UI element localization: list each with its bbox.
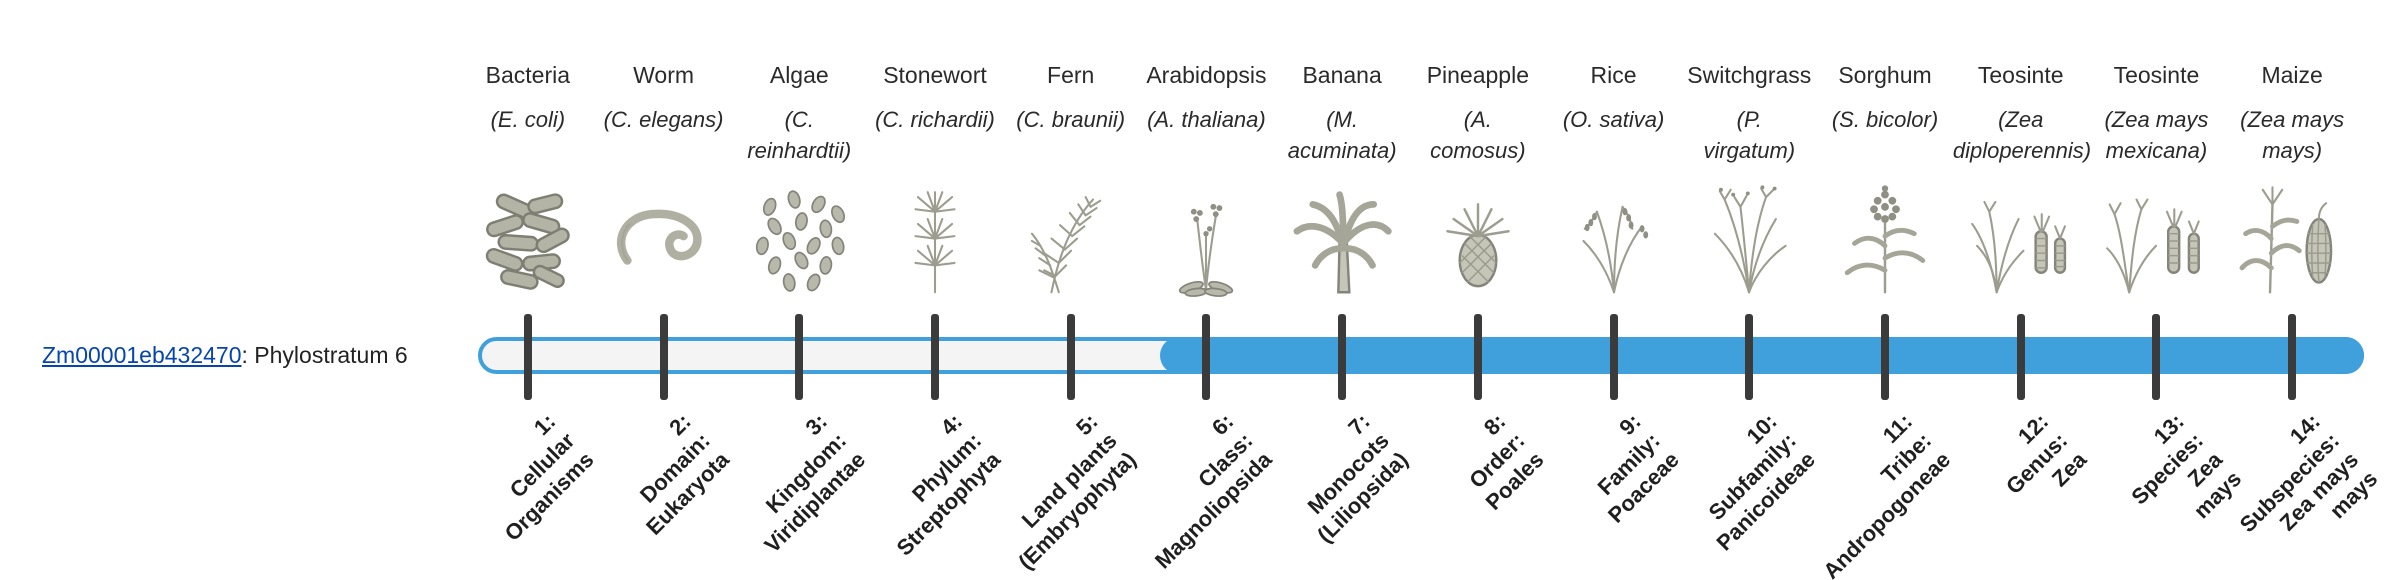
teosinte-mexicana-icon (2086, 176, 2226, 302)
stratum-column-2: Worm (C. elegans) 2: Domain: Eukaryota (594, 0, 735, 580)
gene-link[interactable]: Zm00001eb432470 (42, 342, 242, 368)
phylostratum-tick (2016, 314, 2025, 400)
phylostratum-tick (523, 314, 532, 400)
stratum-column-9: Rice (O. sativa) (1544, 0, 1685, 580)
phylostratum-label: 12: Genus: Zea (2000, 408, 2092, 500)
stratum-column-7: Banana (M. acuminata) 7: (1272, 0, 1413, 580)
phylostratum-tick (1202, 314, 1211, 400)
organism-common-name: Bacteria (485, 62, 571, 88)
rice-icon (1544, 176, 1684, 302)
pineapple-icon (1408, 176, 1548, 302)
stratum-column-13: Teosinte (Zea mays mexicana) (2086, 0, 2246, 580)
phylostratum-tick (1880, 314, 1889, 400)
phylostratum-tick (1473, 314, 1482, 400)
organism-common-name: Switchgrass (1687, 62, 1812, 88)
organism-scientific-name: (O. sativa) (1562, 107, 1665, 132)
stratum-column-6: Arabidopsis (A. thaliana) (1136, 0, 1277, 580)
organism-scientific-name: (P. virgatum) (1703, 107, 1796, 163)
algae-icon (729, 176, 869, 302)
arabidopsis-icon (1136, 176, 1276, 302)
organism-scientific-name: (E. coli) (490, 107, 566, 132)
stratum-column-10: Switchgrass (P. virgatum) (1679, 0, 1820, 580)
organism-scientific-name: (C. reinhardtii) (747, 107, 852, 163)
switchgrass-icon (1679, 176, 1819, 302)
stratum-column-14: Maize (Zea mays mays) (2222, 0, 2382, 580)
organism-common-name: Pineapple (1426, 62, 1529, 88)
stratum-column-12: Teosinte (Zea diploperennis) (1951, 0, 2092, 580)
phylostratum-tick (1609, 314, 1618, 400)
organism-common-name: Algae (769, 62, 829, 88)
organism-common-name: Maize (2261, 62, 2323, 88)
organism-scientific-name: (Zea diploperennis) (1952, 107, 2092, 163)
phylostratum-tick (659, 314, 668, 400)
phylostratum-tick (1338, 314, 1347, 400)
organism-scientific-name: (M. acuminata) (1287, 107, 1397, 163)
organism-common-name: Fern (1047, 62, 1095, 88)
strata-columns: Bacteria (E. coli) 1: Cellular Organism (458, 0, 2382, 580)
organism-scientific-name: (C. elegans) (603, 107, 724, 132)
phylostratum-tick (795, 314, 804, 400)
phylostratum-label: 3: Kingdom: Viridiplantae (759, 408, 870, 558)
phylostrata-bar-fill (1160, 337, 2364, 374)
organism-common-name: Teosinte (2113, 62, 2200, 88)
phylostratum-label: 2: Domain: Eukaryota (635, 408, 735, 540)
phylostratum-tick (2152, 314, 2161, 400)
phylostratum-label: 7: Monocots (Liliopsida) (1302, 408, 1413, 548)
organism-common-name: Teosinte (1977, 62, 2064, 88)
stratum-column-5: Fern (C. braunii) 5: Land plants (Embry (1001, 0, 1141, 580)
organism-scientific-name: (C. braunii) (1016, 107, 1126, 132)
organism-common-name: Sorghum (1838, 62, 1932, 88)
phylostratum-text: : Phylostratum 6 (241, 342, 408, 368)
organism-common-name: Arabidopsis (1146, 62, 1267, 88)
organism-scientific-name: (A. comosus) (1430, 107, 1526, 163)
stratum-column-4: Stonewort (C. richardii) 4: Phylum: Stre… (865, 0, 1005, 580)
maize-icon (2222, 176, 2362, 302)
organism-scientific-name: (Zea mays mays) (2240, 107, 2345, 163)
phylostratum-label: 9: Family: Poaceae (1592, 408, 1685, 528)
fern-icon (1001, 176, 1141, 302)
phylostratum-tick (930, 314, 939, 400)
sorghum-icon (1815, 176, 1955, 302)
organism-scientific-name: (C. richardii) (875, 107, 995, 132)
teosinte-diploperennis-icon (1951, 176, 2091, 302)
stonewort-icon (865, 176, 1005, 302)
phylostratum-tick (1066, 314, 1075, 400)
phylostratum-label: 1: Cellular Organisms (499, 408, 599, 546)
phylostratum-label: 8: Order: Poales (1464, 408, 1549, 515)
stratum-column-8: Pineapple (A. comosus) 8: Order: Poales (1408, 0, 1549, 580)
banana-icon (1272, 176, 1412, 302)
organism-common-name: Rice (1590, 62, 1637, 88)
phylostratum-tick (2288, 314, 2297, 400)
phylostratum-tick (1745, 314, 1754, 400)
stratum-column-1: Bacteria (E. coli) 1: Cellular Organism (458, 0, 598, 580)
stratum-column-11: Sorghum (S. bicolor) (1815, 0, 1956, 580)
organism-scientific-name: (S. bicolor) (1831, 107, 1939, 132)
organism-common-name: Worm (633, 62, 695, 88)
worm-icon (594, 176, 734, 302)
organism-scientific-name: (Zea mays mexicana) (2104, 107, 2209, 163)
organism-common-name: Stonewort (883, 62, 987, 88)
phylostratum-label: 14: Subspecies: Zea mays mays (2234, 408, 2382, 538)
gene-info: Zm00001eb432470: Phylostratum 6 (42, 341, 408, 369)
stratum-column-3: Algae (C. reinhardtii) (729, 0, 870, 580)
organism-common-name: Banana (1302, 62, 1382, 88)
phylostratum-label: 4: Phylum: Streptophyta (891, 408, 1006, 561)
organism-scientific-name: (A. thaliana) (1147, 107, 1266, 132)
bacteria-icon (458, 176, 598, 302)
